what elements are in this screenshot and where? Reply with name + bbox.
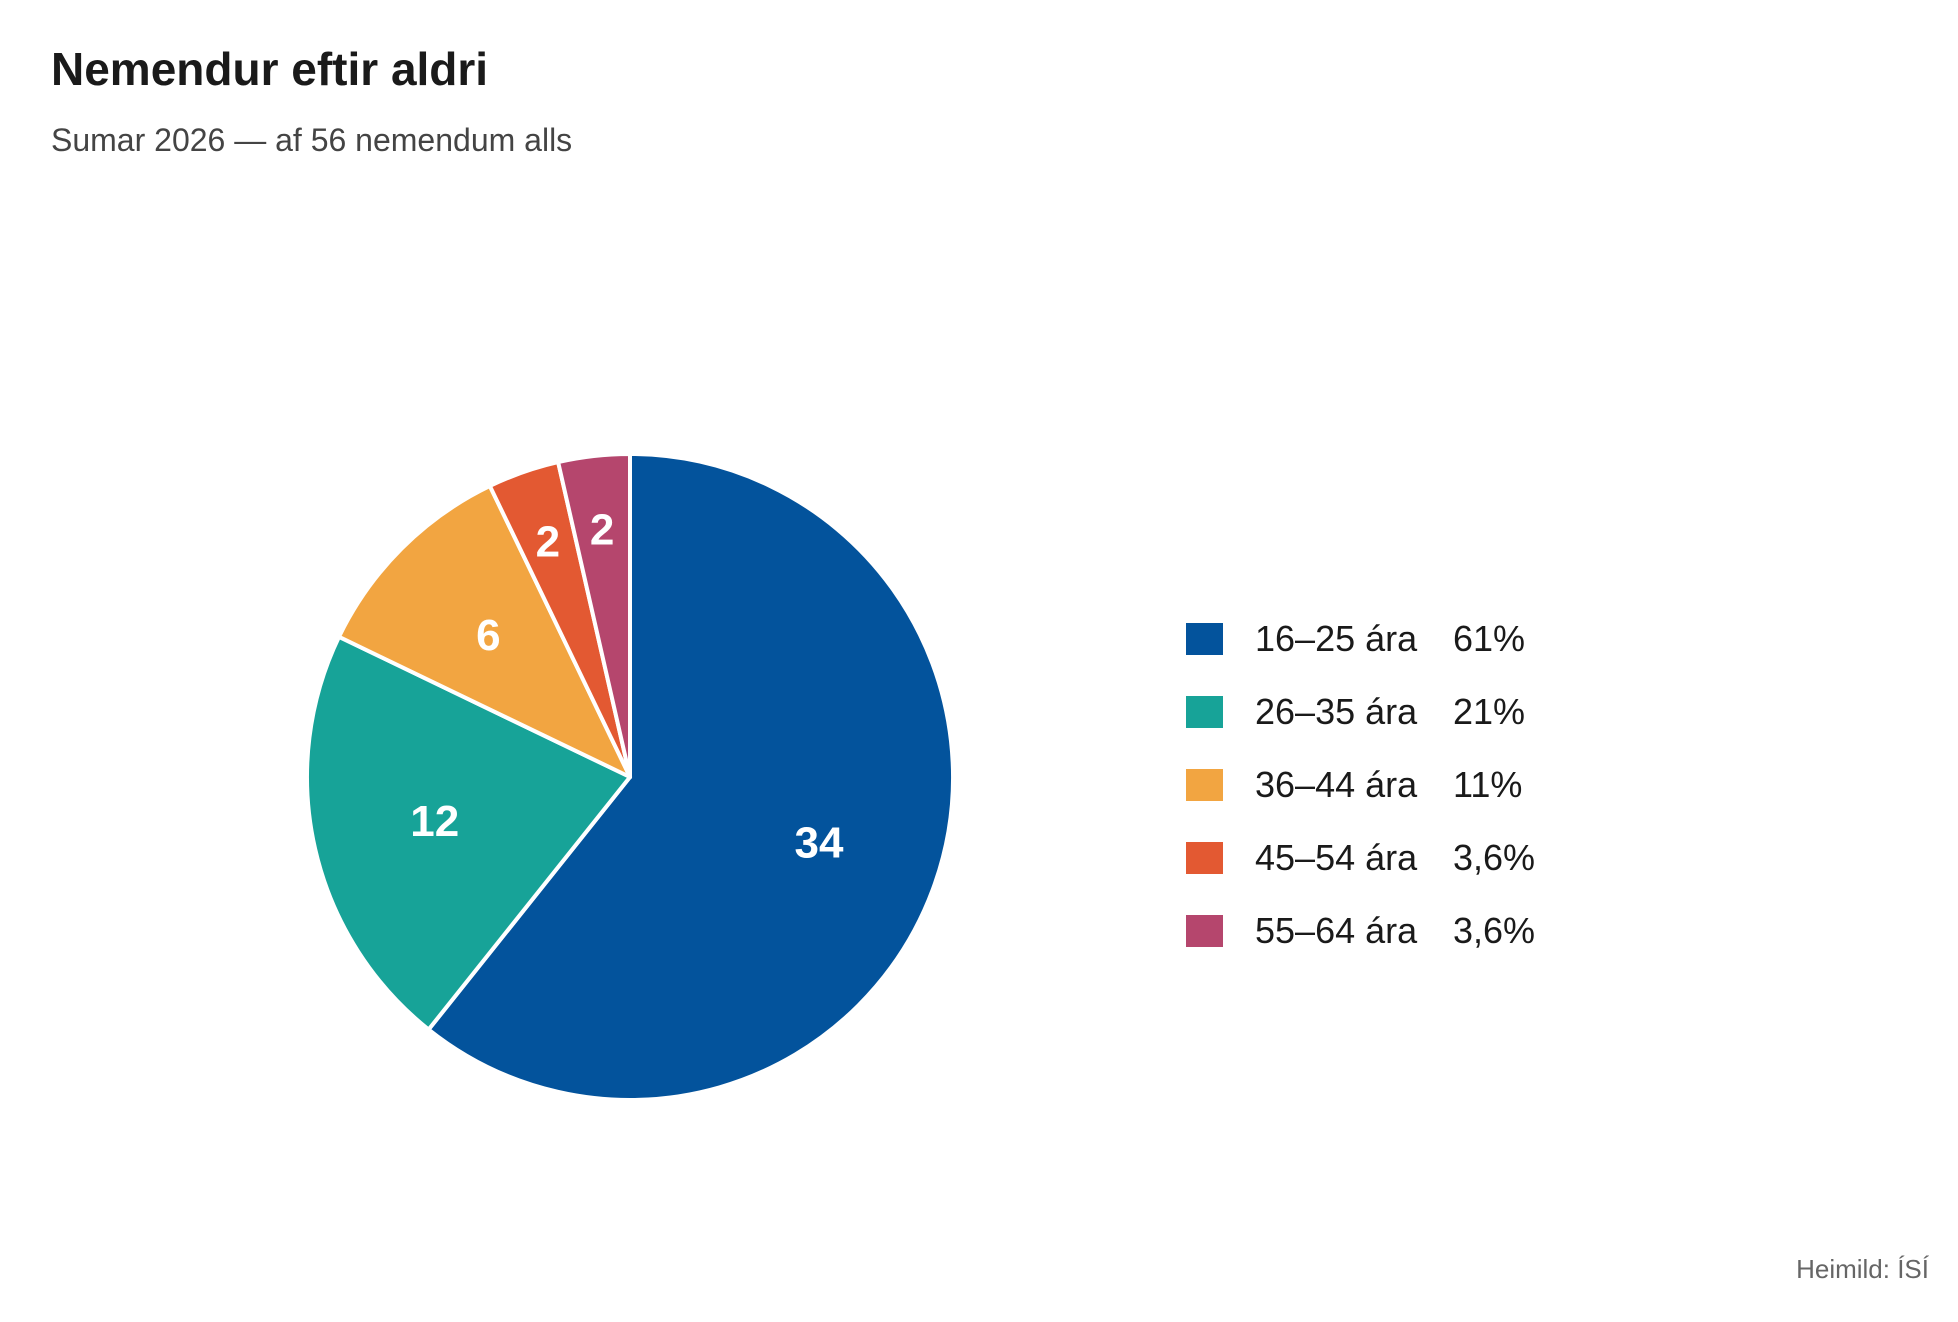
legend-label: 26–35 ára bbox=[1255, 690, 1418, 732]
legend-label: 16–25 ára bbox=[1255, 617, 1418, 659]
legend-swatch bbox=[1186, 914, 1223, 947]
legend-percent: 61% bbox=[1453, 617, 1526, 659]
legend-percent: 21% bbox=[1453, 690, 1526, 732]
slice-value-label-5: 2 bbox=[590, 505, 614, 554]
slice-value-label-4: 2 bbox=[536, 518, 560, 567]
legend-item-1: 16–25 ára 61% bbox=[1186, 602, 1535, 675]
chart-legend: 16–25 ára 61% 26–35 ára 21% 36–44 ára 11% 45–5… bbox=[1186, 602, 1535, 967]
legend-swatch bbox=[1186, 768, 1223, 801]
legend-item-2: 26–35 ára 21% bbox=[1186, 675, 1535, 748]
pie-slice-5 bbox=[556, 452, 632, 779]
legend-swatch bbox=[1186, 622, 1223, 655]
pie-slice-1 bbox=[426, 452, 955, 1102]
chart-subtitle: Sumar 2026 — af 56 nemendum alls bbox=[51, 122, 573, 158]
source-note: Heimild: ÍSÍ bbox=[1796, 1254, 1929, 1284]
legend-label: 55–64 ára bbox=[1255, 909, 1418, 951]
legend-swatch bbox=[1186, 695, 1223, 728]
legend-percent: 11% bbox=[1453, 763, 1523, 805]
legend-label: 45–54 ára bbox=[1255, 836, 1418, 878]
legend-percent: 3,6% bbox=[1453, 836, 1536, 878]
legend-item-3: 36–44 ára 11% bbox=[1186, 748, 1535, 821]
legend-percent: 3,6% bbox=[1453, 909, 1536, 951]
pie-slice-3 bbox=[336, 483, 632, 779]
slice-value-label-1: 34 bbox=[795, 819, 844, 868]
chart-title: Nemendur eftir aldri bbox=[51, 43, 489, 95]
legend-item-4: 45–54 ára 3,6% bbox=[1186, 821, 1535, 894]
slice-value-label-3: 6 bbox=[476, 611, 500, 660]
pie-slice-2 bbox=[305, 634, 632, 1032]
slice-value-label-2: 12 bbox=[410, 797, 459, 846]
legend-swatch bbox=[1186, 841, 1223, 874]
legend-item-5: 55–64 ára 3,6% bbox=[1186, 894, 1535, 967]
legend-label: 36–44 ára bbox=[1255, 763, 1418, 805]
